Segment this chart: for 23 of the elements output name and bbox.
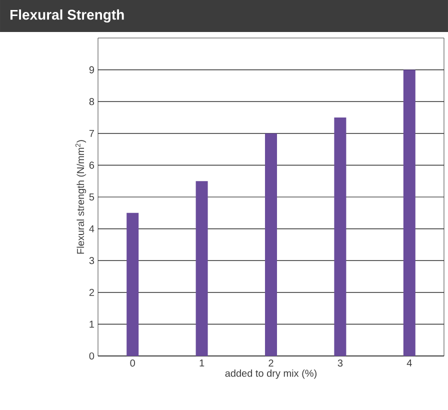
bar — [403, 70, 416, 356]
x-tick-label: 2 — [268, 360, 274, 366]
y-tick-label: 8 — [89, 98, 94, 106]
bar — [264, 133, 277, 356]
y-axis-title: Flexural strength (N/mm$^{2}$) — [75, 140, 86, 254]
y-tick-label: 1 — [90, 320, 94, 328]
bar — [196, 181, 208, 356]
x-tick-label: 0 — [130, 360, 135, 367]
bar — [334, 117, 346, 356]
y-tick-label: 2 — [89, 288, 94, 296]
y-tick-label: 4 — [89, 225, 94, 232]
y-tick-label: 3 — [89, 257, 94, 264]
y-tick-label: 5 — [89, 194, 94, 200]
x-tick-label: 3 — [338, 360, 343, 367]
x-tick-label: 1 — [200, 360, 204, 366]
y-tick-label: 9 — [89, 66, 94, 74]
x-tick-label: 4 — [406, 360, 412, 366]
chart-title: Flexural Strength — [10, 9, 124, 23]
y-tick-label: 0 — [89, 352, 94, 360]
bar — [126, 212, 139, 356]
y-tick-label: 7 — [89, 130, 94, 137]
y-tick-label: 6 — [89, 162, 94, 169]
x-axis-title: added to dry mix (%) — [225, 369, 316, 379]
